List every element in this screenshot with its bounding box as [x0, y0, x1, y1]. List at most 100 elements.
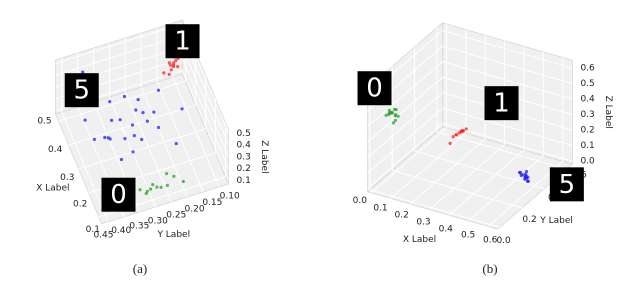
grid-line	[448, 149, 525, 216]
tick-label: 0.40	[111, 226, 131, 236]
point	[461, 129, 465, 133]
grid-line	[181, 70, 229, 181]
grid-line	[468, 155, 544, 222]
tick-label: 0.5	[237, 129, 251, 139]
point	[168, 63, 172, 67]
grid-line	[172, 76, 220, 188]
tick-label: 0.2	[395, 211, 409, 221]
tick-label: 0.4	[237, 141, 252, 151]
digit-image	[101, 177, 136, 212]
point	[394, 113, 398, 117]
tick-label: 0.30	[148, 216, 168, 226]
digit: 5	[559, 170, 576, 200]
axis-label: Z Label	[603, 96, 613, 129]
point	[169, 68, 173, 72]
point	[151, 182, 155, 187]
tick-label: 0.5	[580, 79, 594, 89]
point	[454, 133, 458, 137]
digit: 1	[174, 27, 191, 57]
grid-line	[55, 34, 183, 76]
point	[524, 170, 529, 174]
tick-label: 0.5	[37, 117, 51, 127]
point	[384, 113, 388, 117]
tick-label: 0.35	[129, 221, 149, 231]
tick-label: 0.0	[496, 236, 511, 246]
grid-line	[429, 144, 505, 210]
tick-label: 0.0	[580, 157, 595, 167]
axis-label: Y Label	[156, 230, 190, 240]
point	[171, 61, 176, 65]
digit-image	[484, 86, 519, 121]
point	[181, 179, 185, 184]
tick-label: 0.10	[220, 191, 240, 201]
caption: (b)	[482, 261, 497, 276]
tick-label: 0.6	[483, 236, 498, 246]
tick-label: 0.3	[416, 218, 430, 228]
point	[145, 119, 149, 123]
point	[123, 137, 127, 141]
tick-label: 0.1	[86, 225, 100, 235]
digit-image	[64, 73, 99, 108]
point	[388, 110, 392, 115]
grid-line	[367, 107, 443, 174]
point	[159, 185, 163, 189]
tick-label: 0.2	[73, 200, 87, 210]
point	[122, 94, 127, 99]
point	[108, 99, 112, 104]
point	[131, 150, 135, 154]
grid-line	[442, 30, 573, 69]
point	[174, 142, 178, 146]
grid-line	[181, 58, 229, 169]
point	[134, 108, 138, 112]
tick-label: 0.1	[373, 203, 387, 213]
tick-label: 0.45	[93, 231, 113, 241]
tick-label: 0.20	[185, 204, 205, 214]
grid-line	[140, 86, 188, 198]
digit-image	[357, 71, 392, 106]
point	[92, 137, 97, 141]
point	[141, 111, 145, 115]
grid-line	[436, 131, 567, 170]
axis-label: X Label	[403, 235, 436, 245]
tick-label: 0.2	[580, 126, 594, 136]
point	[526, 179, 530, 183]
point	[448, 141, 452, 145]
tick-label: 0.2	[522, 215, 536, 225]
point	[136, 97, 140, 102]
tick-label: 0.3	[237, 152, 251, 162]
axis-label: X Label	[36, 184, 69, 194]
tick-label: 0.3	[580, 110, 594, 120]
digit: 0	[110, 180, 127, 210]
tick-label: 0.25	[166, 211, 186, 221]
grid-line	[58, 80, 186, 122]
grid-line	[55, 23, 183, 65]
point	[145, 189, 149, 193]
caption: (a)	[133, 261, 147, 276]
grid-line	[181, 46, 229, 158]
grid-line	[414, 150, 545, 189]
grid-line	[367, 76, 443, 143]
grid-line	[442, 61, 573, 100]
point	[171, 64, 176, 69]
point	[106, 136, 110, 140]
tick-label: 0.5	[461, 230, 475, 240]
digit: 0	[366, 74, 383, 104]
point	[156, 88, 161, 92]
digit-image	[165, 24, 200, 59]
tick-label: 0.6	[580, 64, 595, 74]
point	[167, 72, 171, 76]
point	[394, 107, 398, 112]
grid-line	[390, 133, 467, 199]
point	[164, 172, 169, 176]
point	[152, 110, 156, 114]
point	[81, 70, 85, 74]
point	[517, 170, 522, 175]
point	[519, 173, 523, 178]
point	[165, 183, 170, 187]
grid-line	[156, 81, 204, 193]
point	[156, 125, 161, 130]
tick-label: 0.15	[202, 198, 222, 208]
grid-line	[371, 127, 447, 194]
